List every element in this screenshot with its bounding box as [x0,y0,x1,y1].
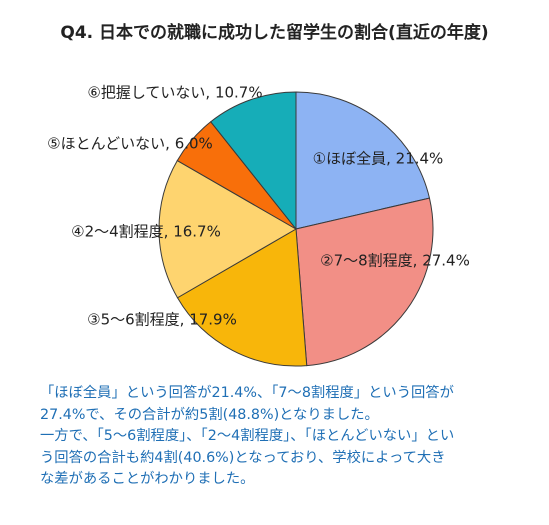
caption-line: 「ほぼ全員」という回答が21.4%、「7～8割程度」という回答が [40,385,454,401]
caption-line: 27.4%で、その合計が約5割(48.8%)となりました。 [40,406,379,423]
pie-chart [158,91,434,367]
pie-slice [210,91,297,231]
caption-line: 一方で、「5～6割程度」、「2～4割程度」、「ほとんどいない」とい [40,428,455,444]
pie-slice [158,159,297,299]
slice-label: ①ほぼ全員, 21.4% [312,149,444,168]
caption-line: う回答の合計も約4割(40.6%)となっており、学校によって大き [40,449,446,466]
caption-text: 「ほぼ全員」という回答が21.4%、「7～8割程度」という回答が 27.4%で、… [40,383,535,491]
slice-label: ⑤ほとんどいない, 6.0% [47,134,213,153]
pie-slice [295,91,431,230]
slice-label: ②7～8割程度, 27.4% [320,251,470,270]
caption-line: な差があることがわかりました。 [40,471,255,487]
slice-label: ⑥把握していない, 10.7% [87,83,263,102]
chart-title: Q4. 日本での就職に成功した留学生の割合(直近の年度) [60,23,489,43]
pie-slice [295,197,434,367]
slice-label: ③5～6割程度, 17.9% [87,310,237,329]
slice-label: ④2～4割程度, 16.7% [71,222,221,241]
pie-slice [176,228,308,367]
